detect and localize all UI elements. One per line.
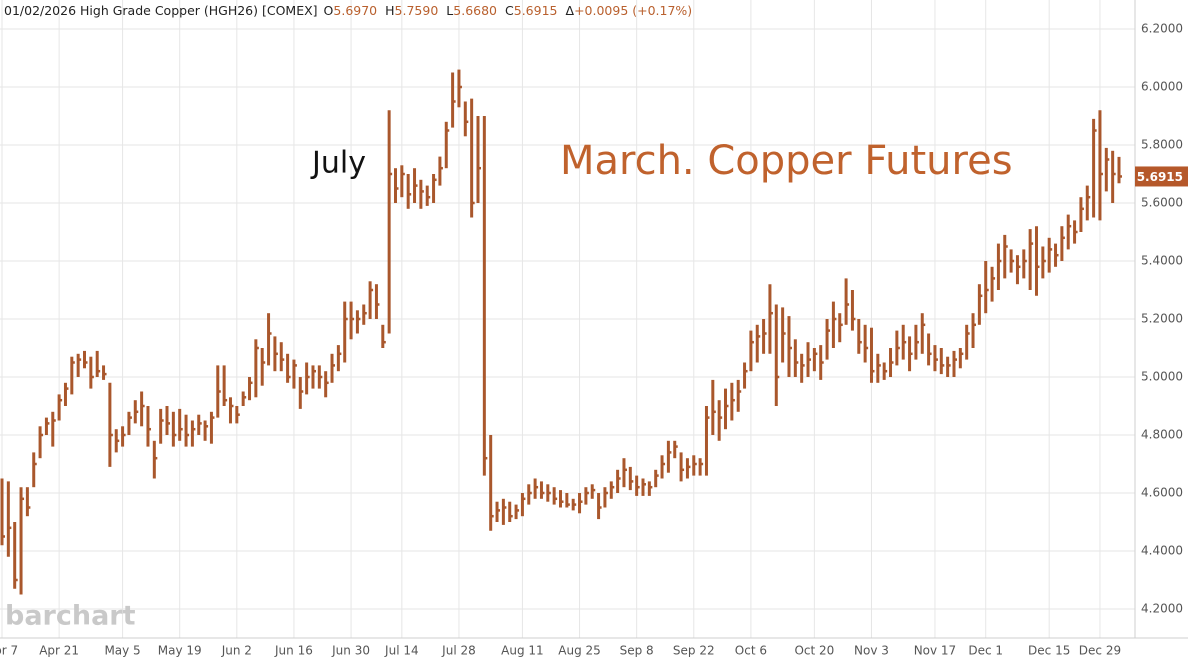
- y-tick-label: 5.0000: [1141, 370, 1183, 384]
- y-tick-label: 4.4000: [1141, 544, 1183, 558]
- x-tick-label: Jun 30: [331, 644, 370, 658]
- bars: [0, 69, 1122, 595]
- x-tick-label: Jun 2: [221, 644, 252, 658]
- field-value: 5.7590: [394, 3, 439, 18]
- x-tick-label: Nov 3: [854, 644, 889, 658]
- x-tick-label: Aug 25: [558, 644, 601, 658]
- x-tick-label: Oct 20: [794, 644, 834, 658]
- field-value: +0.0095 (+0.17%): [574, 3, 693, 18]
- y-tick-label: 5.8000: [1141, 138, 1183, 152]
- x-tick-label: Dec 15: [1028, 644, 1070, 658]
- y-tick-label: 5.4000: [1141, 254, 1183, 268]
- watermark: barchart: [5, 601, 136, 632]
- x-tick-label: Dec 1: [968, 644, 1003, 658]
- y-tick-label: 4.6000: [1141, 486, 1183, 500]
- x-tick-label: Dec 29: [1079, 644, 1121, 658]
- field-label: C: [505, 3, 514, 18]
- x-tick-label: Apr 7: [0, 644, 18, 658]
- last-price-badge: [1135, 166, 1188, 187]
- x-tick-label: Sep 22: [673, 644, 715, 658]
- y-tick-label: 6.0000: [1141, 80, 1183, 94]
- last-price-label: 5.6915: [1137, 170, 1183, 184]
- symbol: High Grade Copper (HGH26) [COMEX]: [80, 3, 318, 18]
- x-tick-label: May 5: [104, 644, 140, 658]
- x-tick-label: Aug 11: [501, 644, 544, 658]
- date: 01/02/2026: [4, 3, 77, 18]
- x-tick-label: Nov 17: [914, 644, 957, 658]
- grid: [0, 0, 1135, 638]
- x-tick-label: Oct 6: [735, 644, 767, 658]
- field-label: Δ: [565, 3, 575, 18]
- header: 01/02/2026 High Grade Copper (HGH26) [CO…: [4, 3, 698, 18]
- axes: 4.2000 4.4000 4.6000 4.8000 5.0000 5.2000 5.40…: [0, 22, 1188, 658]
- field-label: O: [323, 3, 334, 18]
- annotation: March. Copper Futures: [560, 138, 1013, 184]
- x-tick-label: Jul 14: [384, 644, 419, 658]
- x-tick-label: Apr 21: [39, 644, 79, 658]
- field-label: H: [385, 3, 395, 18]
- field-value: 5.6915: [513, 3, 558, 18]
- x-tick-label: May 19: [158, 644, 202, 658]
- y-tick-label: 4.8000: [1141, 428, 1183, 442]
- y-tick-label: 4.2000: [1141, 602, 1183, 616]
- y-tick-label: 5.2000: [1141, 312, 1183, 326]
- y-tick-label: 6.2000: [1141, 22, 1183, 36]
- annotation: July: [310, 146, 366, 181]
- x-tick-label: Jul 28: [441, 644, 476, 658]
- ohlc-fields: O5.6970 H5.7590 L5.6680 C5.6915 Δ+0.0095 (+0…: [322, 3, 699, 18]
- field-value: 5.6970: [333, 3, 378, 18]
- y-tick-label: 5.6000: [1141, 196, 1183, 210]
- field-value: 5.6680: [453, 3, 498, 18]
- field-label: L: [446, 3, 454, 18]
- x-tick-label: Sep 8: [620, 644, 654, 658]
- x-tick-label: Jun 16: [274, 644, 313, 658]
